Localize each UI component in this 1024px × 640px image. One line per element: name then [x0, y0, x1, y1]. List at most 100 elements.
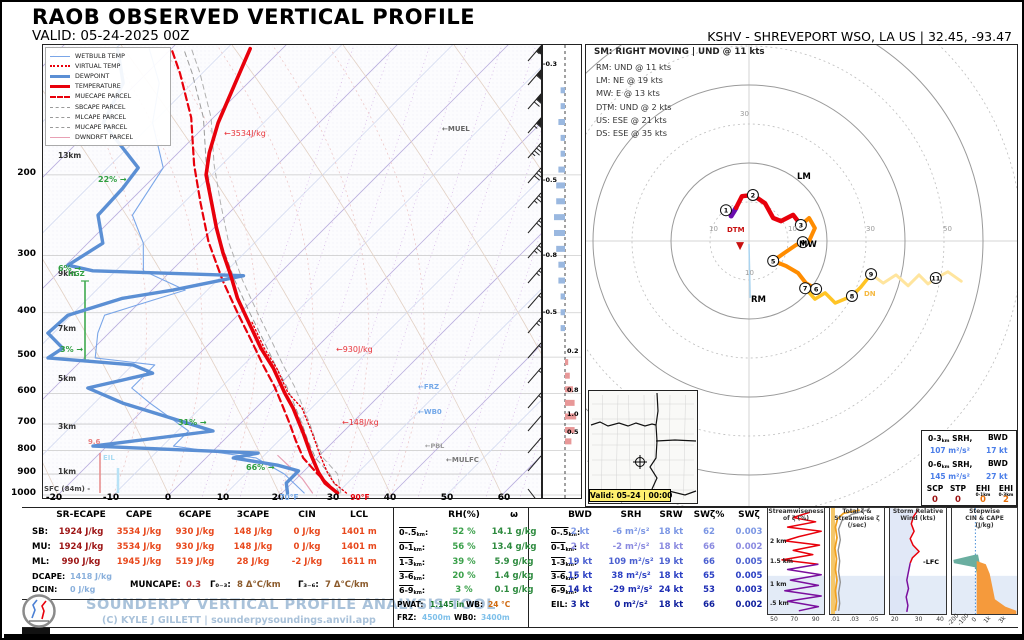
mini-panel-tick: .01 [830, 616, 840, 623]
kinematics-value: -29 m²/s² [609, 585, 653, 595]
divider [22, 627, 1018, 628]
mini-panel-plot [830, 508, 884, 614]
omega-value-label: 0.2 [567, 347, 579, 356]
km-marker [767, 254, 780, 267]
divider [22, 599, 393, 600]
thermo-header: SR-ECAPE [56, 510, 106, 520]
kinematics-value: 18 kt [658, 527, 684, 537]
thermo-header: 6CAPE [178, 510, 212, 520]
layer-label: : [576, 528, 581, 537]
height-axis-label: 3km [58, 422, 77, 431]
layer-label: 0-1km: [399, 543, 425, 553]
layer-label: : [573, 558, 578, 567]
height-axis-label: 9km [58, 269, 77, 278]
kinematics-header: BWD [568, 510, 592, 520]
mini-panel-title: (/sec) [847, 522, 867, 529]
km-marker [719, 204, 732, 217]
legend-item-label: TEMPERATURE [75, 83, 121, 91]
wind-barb [527, 167, 541, 184]
pressure-axis-label: 300 [17, 248, 36, 259]
mini-panel-tick: 3k [996, 614, 1007, 625]
skewt-annotation: 66% → [246, 463, 275, 472]
mini-panel-height-label: .5 km [770, 600, 789, 608]
thermo-value: 0 J/kg [293, 527, 321, 537]
infobox-label: 0-3km SRH, [928, 434, 972, 444]
mini-panel-tick: 20 [890, 616, 899, 623]
thermo-value: 148 J/kg [233, 542, 273, 552]
pressure-axis-label: 1000 [10, 488, 36, 498]
kinematics-value: 18 kt [658, 542, 684, 552]
index-header: EHI [975, 484, 991, 493]
thermo-value: 990 J/kg [61, 557, 101, 567]
kinematics-value: -6 m²/s² [612, 527, 650, 537]
mini-panel-tick: .03 [849, 616, 859, 623]
legend-line-swatch [50, 85, 70, 89]
wb0-value: 3400m [481, 613, 510, 622]
rh-header: RH(%) [448, 510, 480, 520]
dcape-value: 1418 J/kg [70, 572, 112, 581]
infobox-label: 0-3 [928, 434, 942, 443]
mini-panel-title: CIN & CAPE [965, 515, 1004, 522]
omega-value-label: -0.3 [542, 59, 557, 68]
mixing-ratio-value: 1.4 g/kg [494, 571, 534, 581]
layer-label: 0-1 [551, 543, 566, 552]
hodograph-motion-label: MW [799, 240, 817, 250]
omega-plot [543, 45, 581, 498]
layer-label: km [413, 576, 422, 582]
temp-axis-tick: -10 [102, 493, 120, 503]
thermo-row-label: MU: [32, 542, 51, 552]
thermo-value: 519 J/kg [175, 557, 215, 567]
legend-item-label: WETBULB TEMP [75, 52, 125, 60]
mini-panel-height-label: 1.5 km [770, 558, 793, 566]
skewt-annotation: ←3534J/kg [224, 129, 266, 138]
mini-panel-plot [768, 511, 824, 614]
skewt-annotation: ←FRZ [418, 383, 440, 391]
layer-label: 3-6 [551, 572, 566, 581]
omega-value-label: -0.5 [542, 307, 557, 316]
svg-text:9: 9 [869, 271, 874, 279]
legend-line-swatch [50, 137, 70, 139]
kinematics-value: 66 [703, 600, 715, 610]
hodograph-plot: 1 2 3 4 5 67 8 9 11 [586, 45, 1017, 506]
km-marker [746, 188, 759, 201]
infobox-value: 27 kt [986, 472, 1008, 481]
srh-bwd-info-box: 0-3km SRH, BWD 107 m²/s² 17 kt 0-6km SRH, BWD… [921, 430, 1017, 506]
rh-value: 52 % [452, 527, 476, 537]
wind-barb [527, 342, 541, 359]
legend-line-swatch [50, 65, 70, 68]
kinematics-value: 18 kt [658, 600, 684, 610]
layer-label: : [573, 572, 578, 581]
pressure-axis-label: 200 [17, 167, 36, 178]
hodograph-motion-label: RM [751, 295, 767, 305]
wind-barb [527, 45, 541, 62]
kinematics-value: 19 kt [567, 557, 593, 567]
kinematics-value: 0.002 [735, 600, 763, 610]
layer-label: 1-3 [399, 558, 414, 567]
skewt-legend: WETBULB TEMP VIRTUAL TEMP DEWPOINT TEMPERAT… [45, 47, 171, 146]
bottom-left-block [22, 628, 50, 638]
skewt-annotation: SFC (84m) - [44, 485, 91, 493]
layer-label: 3-6 [399, 572, 414, 581]
kinematics-header: SRH [620, 510, 642, 520]
mini-panel-title: Stepwise [969, 508, 1000, 515]
hodograph-info-line: DTM: UND @ 2 kts [596, 101, 672, 112]
legend-item: SBCAPE PARCEL [50, 102, 168, 112]
legend-line-swatch [50, 74, 70, 78]
dcape-label: DCAPE: [32, 572, 66, 581]
svg-text:5: 5 [771, 257, 776, 265]
layer-label: 6-9km: [551, 586, 577, 596]
frz-value: 4500m [422, 613, 451, 622]
legend-line-swatch [50, 95, 70, 98]
omega-value-label: -0.5 [542, 176, 557, 185]
thermo-value: 3534 J/kg [116, 542, 162, 552]
thermo-value: 1924 J/kg [58, 542, 104, 552]
valid-time: VALID: 05-24-2025 00Z [32, 28, 190, 44]
page-title: RAOB OBSERVED VERTICAL PROFILE [32, 5, 476, 29]
legend-line-swatch [50, 55, 70, 57]
thermo-value: 1945 J/kg [116, 557, 162, 567]
thermo-value: 1401 m [341, 527, 377, 537]
legend-item: TEMPERATURE [50, 82, 168, 92]
index-sub: 0-1km [975, 492, 991, 497]
divider [393, 507, 394, 627]
mini-panel-title: Streamwiseness [768, 508, 824, 515]
